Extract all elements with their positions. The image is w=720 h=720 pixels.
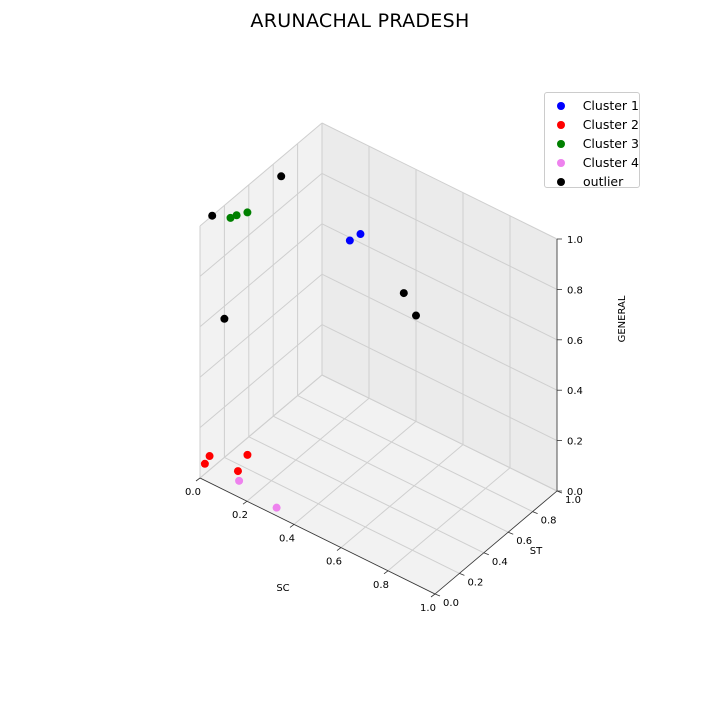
x-tick-mark [195, 477, 201, 482]
grid-line [199, 173, 323, 277]
grid-line [248, 436, 485, 554]
grid-line [199, 273, 323, 378]
x-axis-line [199, 477, 436, 595]
legend-marker [557, 158, 565, 167]
x-tick-label: 0.4 [279, 533, 295, 544]
left-pane [200, 123, 322, 478]
chart-title: ARUNACHAL PRADESH [250, 10, 470, 32]
grid-line [272, 415, 509, 533]
point-cluster-2 [200, 459, 209, 468]
legend-item: outlier [545, 172, 639, 191]
legend-label: Cluster 4 [582, 155, 639, 170]
y-tick-label: 0.8 [541, 516, 557, 527]
grid-line [199, 374, 323, 479]
grid-line [297, 395, 533, 513]
point-outlier [399, 289, 408, 298]
z-tick-label: 0.6 [567, 336, 583, 347]
legend-marker [557, 177, 565, 186]
y-tick-mark [532, 511, 538, 514]
grid-lines [199, 122, 558, 595]
grid-line [387, 467, 511, 572]
floor-pane [200, 375, 557, 594]
y-tick-mark [483, 552, 489, 556]
point-outlier [208, 211, 217, 220]
grid-line [340, 444, 464, 548]
data-points [200, 172, 420, 512]
legend-label: outlier [583, 174, 624, 189]
grid-line [321, 122, 558, 240]
grid-line [293, 421, 417, 525]
tick-labels: 0.00.20.40.60.81.0 0.00.20.40.60.81.00.00… [185, 235, 583, 614]
legend-label: Cluster 3 [582, 136, 639, 151]
z-tick-label: 0.4 [567, 386, 583, 397]
y-tick-label: 0.6 [516, 536, 532, 547]
legend-marker [557, 101, 565, 110]
x-tick-label: 0.0 [185, 487, 201, 498]
z-axis-label: GENERAL [617, 295, 628, 342]
y-tick-mark [434, 593, 441, 597]
x-tick-mark [336, 547, 342, 551]
legend-item: Cluster 2 [545, 115, 639, 134]
x-tick-label: 0.6 [326, 557, 342, 568]
grid-line [199, 223, 323, 328]
legend-marker [557, 120, 565, 129]
back-pane [322, 123, 557, 491]
axis-panes [200, 123, 557, 594]
grid-line [199, 122, 323, 227]
z-tick-label: 0.8 [567, 285, 583, 296]
point-cluster-4 [235, 476, 244, 485]
y-tick-label: 0.0 [443, 598, 459, 609]
legend-marker [557, 139, 565, 148]
legend-item: Cluster 4 [545, 153, 639, 172]
point-cluster-2 [243, 450, 252, 459]
y-axis-line [434, 490, 558, 595]
legend-item: Cluster 3 [545, 134, 639, 153]
point-cluster-3 [232, 211, 241, 220]
point-outlier [220, 314, 229, 323]
point-cluster-3 [243, 208, 252, 217]
grid-line [321, 223, 558, 341]
x-tick-mark [430, 593, 436, 598]
x-tick-label: 0.2 [232, 510, 248, 521]
y-tick-mark [459, 573, 465, 576]
grid-line [321, 324, 558, 442]
y-tick-label: 1.0 [565, 495, 581, 506]
grid-line [246, 397, 370, 502]
legend-label: Cluster 2 [582, 117, 639, 132]
grid-line [321, 172, 558, 290]
point-cluster-2 [205, 452, 214, 461]
point-cluster-4 [272, 503, 281, 512]
legend-item: Cluster 1 [545, 96, 639, 115]
x-tick-label: 0.8 [373, 580, 389, 591]
x-tick-label: 1.0 [420, 603, 436, 614]
point-outlier [277, 172, 286, 181]
y-tick-mark [508, 531, 514, 535]
x-tick-mark [383, 570, 389, 575]
point-cluster-1 [356, 230, 365, 239]
y-tick-label: 0.4 [492, 557, 508, 568]
point-cluster-2 [233, 467, 242, 476]
point-cluster-3 [226, 213, 235, 222]
grid-line [321, 374, 558, 492]
axis-edges [199, 239, 558, 595]
z-tick-label: 0.0 [567, 487, 583, 498]
y-tick-label: 0.2 [467, 577, 483, 588]
point-outlier [412, 311, 420, 320]
y-axis-label: ST [530, 546, 543, 557]
x-tick-mark [242, 500, 248, 505]
point-cluster-1 [345, 236, 354, 245]
grid-line [321, 273, 558, 391]
legend-label: Cluster 1 [582, 98, 639, 113]
x-axis-label: SC [276, 583, 289, 594]
grid-line [224, 456, 460, 574]
x-tick-mark [289, 524, 295, 528]
legend: Cluster 1 Cluster 2 Cluster 3 Cluster 4 outl… [544, 92, 640, 191]
z-tick-label: 0.2 [567, 437, 583, 448]
grid-line [199, 324, 323, 428]
z-tick-label: 1.0 [567, 235, 583, 246]
